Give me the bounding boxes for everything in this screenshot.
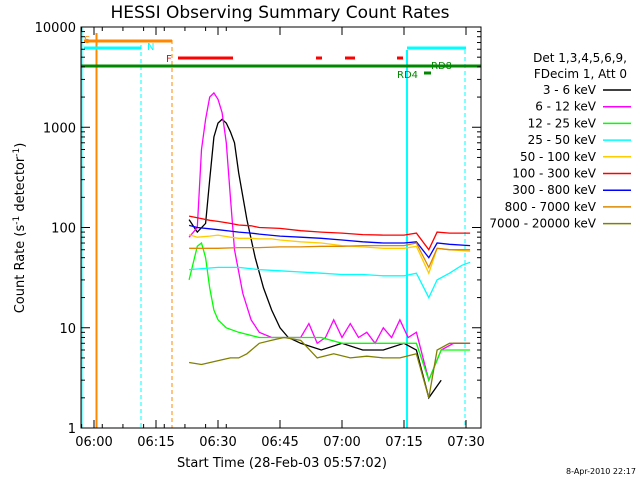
x-tick-label: 07:15 xyxy=(385,435,422,450)
rd4-flag-label: RD4 xyxy=(397,70,418,81)
f-flag-label: F xyxy=(166,54,172,65)
y-tick-label: 10000 xyxy=(35,21,76,36)
legend-label: 50 - 100 keV xyxy=(520,150,597,164)
legend-label: 800 - 7000 keV xyxy=(505,200,597,214)
y-axis-label-part: Count Rate (s xyxy=(13,225,28,314)
x-tick-label: 06:00 xyxy=(75,435,112,450)
x-tick-label: 06:15 xyxy=(137,435,174,450)
series-line-3-6-kev xyxy=(188,118,442,400)
legend-label: 7000 - 20000 keV xyxy=(489,217,596,231)
x-tick-label: 07:00 xyxy=(323,435,360,450)
legend-label: 300 - 800 keV xyxy=(512,183,596,197)
legend-label: 25 - 50 keV xyxy=(528,133,597,147)
y-tick-label: 10 xyxy=(59,322,76,337)
y-axis-label: Count Rate (s-1 detector-1) xyxy=(12,143,28,314)
s-flag-label: S xyxy=(84,35,90,46)
legend-label: 6 - 12 keV xyxy=(535,100,597,114)
y-tick-label: 100 xyxy=(51,222,76,237)
x-tick-label: 06:45 xyxy=(261,435,298,450)
series-line-12-25-kev xyxy=(188,241,471,383)
y-axis-label-part: detector xyxy=(13,156,28,216)
timestamp: 8-Apr-2010 22:17 xyxy=(566,467,636,476)
legend-header-line: FDecim 1, Att 0 xyxy=(534,67,627,81)
series-line-6-12-kev xyxy=(188,91,471,383)
x-axis-label: Start Time (28-Feb-03 05:57:02) xyxy=(177,456,387,471)
series-line-50-100-kev xyxy=(188,233,471,275)
legend-label: 100 - 300 keV xyxy=(512,167,596,181)
legend-label: 3 - 6 keV xyxy=(543,83,597,97)
series-line-100-300-kev xyxy=(188,215,471,251)
y-tick-label: 1 xyxy=(68,422,76,437)
rd8-flag-label: RD8 xyxy=(431,61,452,72)
n-flag-label: N xyxy=(147,42,154,53)
series-line-7000-20000-kev xyxy=(188,336,471,398)
series-line-25-50-kev xyxy=(189,261,471,300)
legend: Det 1,3,4,5,6,9, FDecim 1, Att 0 3 - 6 keV… xyxy=(489,51,631,231)
y-axis-label-part: ) xyxy=(13,143,28,148)
x-tick-label: 06:30 xyxy=(199,435,236,450)
legend-label: 12 - 25 keV xyxy=(528,116,597,130)
y-tick-label: 1000 xyxy=(43,121,76,136)
series-line-800-7000-kev xyxy=(189,242,471,269)
y-axis-label-part: -1 xyxy=(12,216,22,225)
axes: 06:00 06:15 06:30 06:45 07:00 07:15 07:30 1 10 10… xyxy=(35,21,485,450)
series-line-300-800-kev xyxy=(188,224,471,259)
x-tick-label: 07:30 xyxy=(447,435,484,450)
plot-area: S N F RD8 RD4 xyxy=(80,27,481,428)
y-axis-label-part: -1 xyxy=(12,148,22,157)
chart-title: HESSI Observing Summary Count Rates xyxy=(110,3,449,23)
legend-header-line: Det 1,3,4,5,6,9, xyxy=(533,51,627,65)
